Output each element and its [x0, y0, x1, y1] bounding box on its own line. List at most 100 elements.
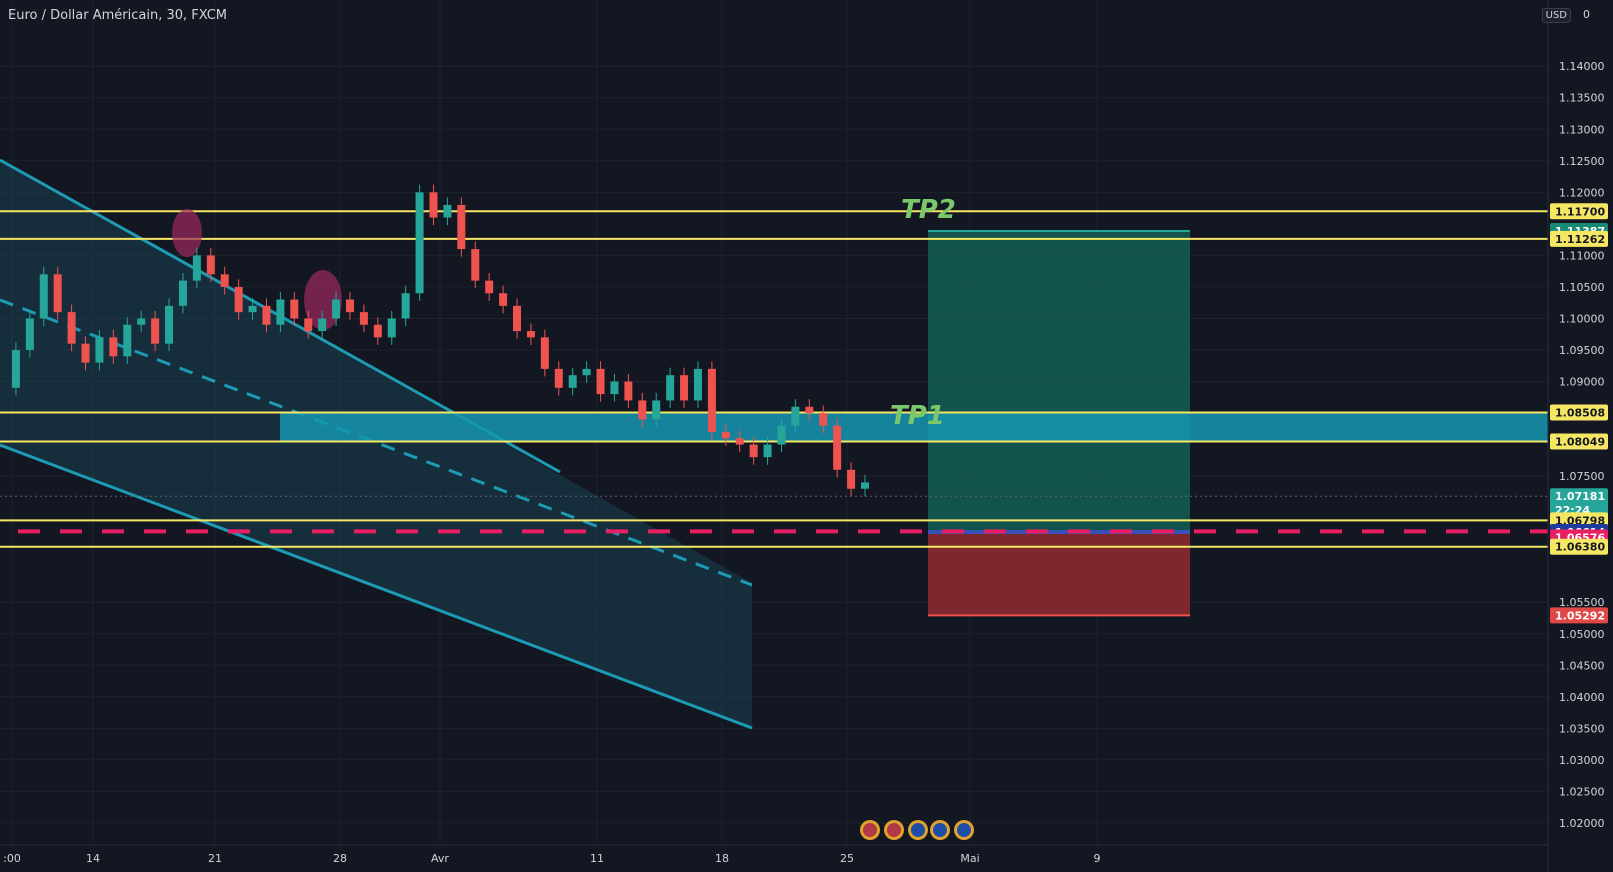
y-tick-label: 1.13000 — [1559, 123, 1605, 136]
y-tick-label: 1.02500 — [1559, 785, 1605, 798]
candle-body — [151, 318, 160, 344]
candle-body — [248, 305, 257, 313]
y-tick-label: 1.10000 — [1559, 312, 1605, 325]
event-flag-icon — [933, 823, 947, 837]
price-tag-1-11262-bg — [1550, 230, 1608, 247]
candle-body — [220, 274, 229, 287]
candle-body — [276, 299, 285, 325]
y-tick-label: 1.03500 — [1559, 722, 1605, 735]
event-flag-icon — [887, 823, 901, 837]
candle-body — [137, 318, 146, 325]
candle-body — [666, 375, 675, 401]
candle-body — [861, 482, 869, 489]
candle-body — [429, 192, 438, 218]
candle-body — [554, 368, 563, 388]
candle-body — [471, 249, 480, 281]
candle-body — [81, 343, 90, 363]
price-tag-1-11700-bg — [1550, 203, 1608, 220]
highlight-ellipse-1 — [172, 209, 202, 257]
candle-body — [178, 280, 187, 306]
candle-body — [165, 305, 174, 344]
y-tick-label: 1.14000 — [1559, 60, 1605, 73]
y-tick-label: 1.02000 — [1559, 817, 1605, 830]
currency-selector[interactable]: USD — [1541, 8, 1571, 23]
y-tick-label: 1.10500 — [1559, 281, 1605, 294]
candle-body — [680, 375, 689, 401]
y-tick-label: 1.09000 — [1559, 376, 1605, 389]
channel-lower-line — [0, 443, 753, 730]
price-tag-current: 1.07181 — [1555, 490, 1605, 503]
symbol-title: Euro / Dollar Américain, 30, FXCM — [8, 8, 228, 23]
y-tick-label: 1.13500 — [1559, 92, 1605, 105]
candle-body — [39, 274, 48, 319]
price-tag-stop: 1.05292 — [1555, 609, 1605, 622]
y-tick-label: 1.05000 — [1559, 628, 1605, 641]
candle-body — [526, 331, 535, 338]
candle-body — [568, 375, 577, 388]
candle-body — [763, 444, 772, 458]
price-tag-1-08508-bg — [1550, 404, 1608, 421]
x-tick-label: 25 — [840, 852, 854, 865]
candle-body — [304, 318, 313, 332]
candle-body — [192, 255, 201, 281]
candle-body — [833, 425, 842, 470]
candle-body — [596, 368, 605, 395]
candle-body — [401, 293, 410, 319]
x-tick-label: :00 — [3, 852, 21, 865]
price-tag-1-08508: 1.08508 — [1555, 407, 1605, 420]
candle-body — [443, 204, 452, 218]
candle-body — [805, 406, 814, 414]
candle-body — [582, 368, 591, 376]
price-tag-1-08049-bg — [1550, 433, 1608, 450]
price-tag-stop-bg — [1550, 607, 1608, 624]
y-tick-label: 1.03000 — [1559, 754, 1605, 767]
candle-body — [332, 299, 341, 319]
candle-body — [95, 337, 104, 363]
candle-body — [485, 280, 494, 294]
candle-body — [373, 324, 382, 338]
candle-body — [624, 381, 633, 401]
y-tick-label: 1.07500 — [1559, 470, 1605, 483]
candle-body — [540, 337, 549, 369]
candle-body — [11, 349, 20, 388]
x-tick-label: 14 — [86, 852, 100, 865]
candle-body — [53, 274, 62, 313]
candle-body — [652, 400, 661, 420]
candle-body — [721, 431, 730, 439]
x-tick-label: 11 — [590, 852, 604, 865]
y-tick-label: 1.04000 — [1559, 691, 1605, 704]
currency-suffix: 0 — [1583, 8, 1590, 21]
y-tick-label: 1.11000 — [1559, 249, 1605, 262]
price-tag-1-06380: 1.06380 — [1555, 541, 1605, 554]
candle-body — [791, 406, 800, 426]
event-flag-icon — [911, 823, 925, 837]
candle-body — [847, 469, 856, 489]
candle-body — [499, 293, 508, 306]
candle-body — [610, 381, 619, 395]
price-tag-1-11262: 1.11262 — [1555, 233, 1605, 246]
candle-body — [513, 305, 522, 332]
price-tag-1-08049: 1.08049 — [1555, 435, 1605, 448]
tp1-zone — [280, 412, 1548, 442]
candle-body — [345, 299, 354, 313]
candle-body — [206, 255, 215, 275]
candle-body — [234, 286, 243, 313]
x-tick-label: Mai — [960, 852, 979, 865]
candle-body — [707, 368, 716, 432]
candle-body — [749, 444, 758, 458]
candle-body — [638, 400, 647, 420]
tp1-label: TP1 — [890, 401, 945, 431]
y-tick-label: 1.05500 — [1559, 596, 1605, 609]
candle-body — [457, 204, 466, 250]
candle-body — [777, 425, 786, 445]
price-tag-current-bg — [1550, 488, 1608, 519]
x-tick-label: 21 — [208, 852, 222, 865]
price-tag-1-11700: 1.11700 — [1555, 205, 1605, 218]
candle-body — [693, 368, 702, 401]
event-flag-icon — [863, 823, 877, 837]
x-tick-label: 9 — [1094, 852, 1101, 865]
candle-body — [290, 299, 299, 319]
candle-body — [359, 312, 368, 325]
